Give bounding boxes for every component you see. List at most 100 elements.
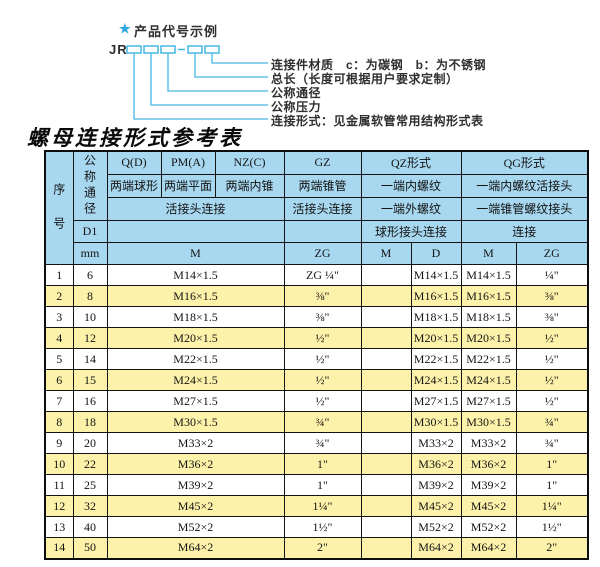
header-union-connection: 活接头连接 [106,196,285,222]
table-cell: M39×2 [460,474,517,496]
table-cell: M27×1.5 [410,390,462,412]
header-qg-connection: 连接 [460,220,589,243]
table-cell: ¾" [515,432,589,454]
diagram-label-diameter: 公称通径 [271,86,322,100]
header-seq: 序号 [44,150,74,265]
header-qz-m: M [360,242,412,265]
header-qz-d: D [410,242,462,265]
table-cell: 10 [72,306,108,328]
product-code-diagram [126,45,268,120]
table-cell: ⅜" [515,285,589,307]
table-cell: M36×2 [410,453,462,475]
table-cell: 3 [44,306,74,328]
product-code-prefix: JR [109,42,128,57]
diagram-label-length: 总长（长度可根据用户要求定制） [271,72,459,86]
table-cell: 15 [72,369,108,391]
table-cell [360,369,412,391]
header-gz-desc: 两端锥管 [283,173,362,198]
table-cell: M14×1.5 [410,264,462,286]
table-cell: M20×1.5 [410,327,462,349]
table-row: 5 14 M22×1.5 ½" M22×1.5 M22×1.5 ½" [44,348,589,370]
table-row: 1 6 M14×1.5 ZG ¼" M14×1.5 M14×1.5 ¼" [44,264,589,286]
connector-line [194,53,268,78]
table-cell [360,264,412,286]
table-cell: ½" [515,327,589,349]
table-cell: ZG ¼" [283,264,362,286]
table-cell: 13 [44,516,74,538]
table-cell: ¾" [515,411,589,433]
table-cell: M27×1.5 [460,390,517,412]
header-pma: PM(A) [160,150,216,175]
table-row: 10 22 M36×2 1" M36×2 M36×2 1" [44,453,589,475]
code-box [204,45,220,54]
table-cell: M20×1.5 [460,327,517,349]
header-qz-desc2: 一端外螺纹 [360,196,462,222]
table-cell [360,411,412,433]
diagram-label-material: 连接件材质 c：为碳钢 b：为不锈钢 [271,58,487,72]
table-cell: M30×1.5 [410,411,462,433]
header-qd: Q(D) [106,150,162,175]
connector-line [167,53,268,92]
header-qg-m: M [460,242,517,265]
table-cell: 16 [72,390,108,412]
table-cell: M27×1.5 [106,390,285,412]
table-cell: 22 [72,453,108,475]
table-row: 3 10 M18×1.5 ⅜" M18×1.5 M18×1.5 ⅜" [44,306,589,328]
table-cell: M14×1.5 [106,264,285,286]
table-cell: M33×2 [410,432,462,454]
table-cell [360,516,412,538]
header-nzc: NZ(C) [214,150,285,175]
code-box [126,45,142,54]
table-cell [360,390,412,412]
header-gz-connection: 活接头连接 [283,196,362,222]
table-cell: M52×2 [106,516,285,538]
header-d1: D1 [72,220,108,243]
table-cell: 1¼" [283,495,362,517]
table-cell: ⅜" [283,306,362,328]
code-box [187,45,203,54]
table-cell: 1" [515,474,589,496]
header-qz-connection: 球形接头连接 [360,220,462,243]
table-cell: M45×2 [106,495,285,517]
table-cell: ½" [515,348,589,370]
table-cell: ½" [515,390,589,412]
table-cell: 1" [515,453,589,475]
table-cell: 1¼" [515,495,589,517]
connector-line [133,53,268,120]
diagram-label-pressure: 公称压力 [271,100,322,114]
table-cell: 2" [515,537,589,559]
header-zg: ZG [283,242,362,265]
table-row: 7 16 M27×1.5 ½" M27×1.5 M27×1.5 ½" [44,390,589,412]
table-cell: M45×2 [410,495,462,517]
header-qg: QG形式 [460,150,589,175]
table-cell: 5 [44,348,74,370]
header-qg-zg: ZG [515,242,589,265]
table-cell: ½" [515,369,589,391]
table-cell [360,285,412,307]
header-qg-desc2: 一端锥管螺纹接头 [460,196,589,222]
header-nzc-desc: 两端内锥 [214,173,285,198]
table-cell: 1½" [283,516,362,538]
code-box [143,45,159,54]
table-cell: 32 [72,495,108,517]
table-cell [360,327,412,349]
table-cell: M22×1.5 [460,348,517,370]
table-cell: ½" [283,327,362,349]
header-mm: mm [72,242,108,265]
table-cell [360,306,412,328]
table-row: 13 40 M52×2 1½" M52×2 M52×2 1½" [44,516,589,538]
header-qz: QZ形式 [360,150,462,175]
table-row: 2 8 M16×1.5 ⅜" M16×1.5 M16×1.5 ⅜" [44,285,589,307]
table-cell: 4 [44,327,74,349]
table-cell: 9 [44,432,74,454]
table-cell: M33×2 [460,432,517,454]
header-m-span: M [106,242,285,265]
table-cell: M20×1.5 [106,327,285,349]
table-cell: M16×1.5 [460,285,517,307]
table-cell: ½" [283,390,362,412]
header-nominal-diameter: 公称通径 [72,150,108,221]
table-cell: 1" [283,453,362,475]
table-cell: M18×1.5 [460,306,517,328]
table-cell [360,432,412,454]
